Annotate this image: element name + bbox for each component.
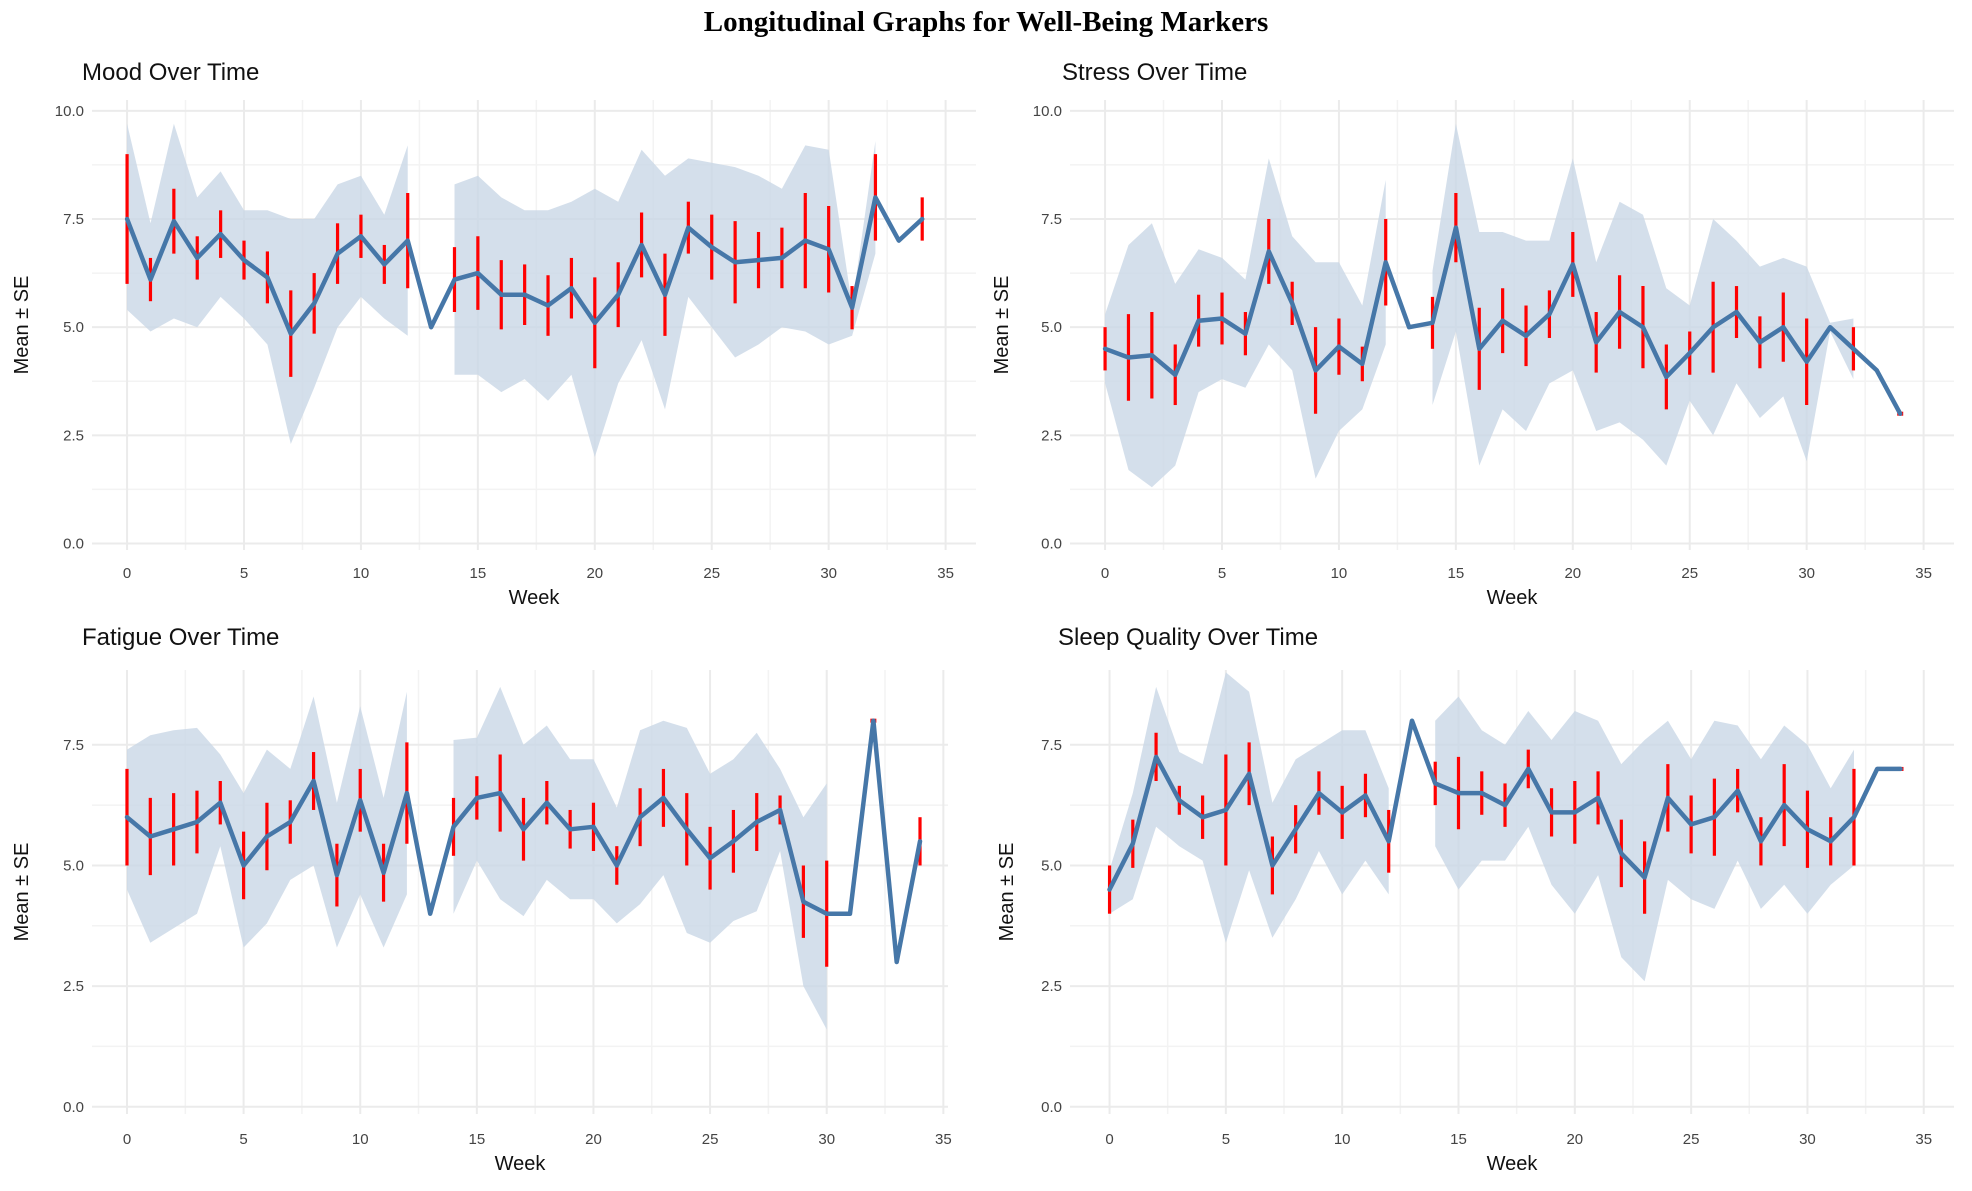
x-axis-label: Week [1487, 1153, 1539, 1175]
x-tick-label: 30 [820, 565, 837, 582]
x-tick-label: 25 [703, 565, 720, 582]
y-axis-label: Mean ± SE [996, 843, 1018, 942]
x-tick-label: 10 [1334, 1131, 1351, 1148]
y-tick-label: 10.0 [1033, 103, 1062, 120]
x-tick-label: 0 [123, 1131, 131, 1148]
x-tick-label: 0 [123, 565, 131, 582]
chart-panel-mood: Mood Over Time 0 5 10 15 20 25 30 35 0.0 2.5 5.0 7.5… [11, 59, 976, 609]
x-tick-label: 10 [352, 1131, 369, 1148]
x-tick-label: 35 [1915, 1131, 1932, 1148]
y-tick-label: 2.5 [1041, 978, 1062, 995]
x-axis-label: Week [495, 1153, 547, 1175]
x-tick-label: 15 [1450, 1131, 1467, 1148]
y-tick-label: 7.5 [1041, 737, 1062, 754]
x-axis-label: Week [1487, 587, 1539, 609]
panel-title: Mood Over Time [82, 59, 259, 86]
y-tick-label: 0.0 [1041, 1099, 1062, 1116]
y-tick-label: 7.5 [63, 737, 84, 754]
x-tick-label: 25 [1681, 565, 1698, 582]
panel-title: Fatigue Over Time [82, 624, 279, 651]
y-tick-label: 0.0 [1041, 536, 1062, 553]
x-tick-label: 10 [353, 565, 370, 582]
ribbon-band [1105, 123, 1854, 488]
y-axis-label: Mean ± SE [11, 843, 33, 942]
y-tick-label: 5.0 [1041, 857, 1062, 874]
y-tick-label: 5.0 [1041, 319, 1062, 336]
mean-line [1102, 225, 1903, 416]
x-tick-label: 30 [1798, 565, 1815, 582]
y-tick-label: 5.0 [63, 319, 84, 336]
x-tick-label: 30 [818, 1131, 835, 1148]
x-tick-label: 25 [702, 1131, 719, 1148]
x-tick-label: 15 [1448, 565, 1465, 582]
panel-title: Sleep Quality Over Time [1058, 624, 1318, 651]
chart-panel-stress: Stress Over Time 0 5 10 15 20 25 30 35 0.0 2.5 5.0 7… [991, 59, 1954, 609]
x-tick-label: 5 [1222, 1131, 1230, 1148]
x-tick-label: 30 [1799, 1131, 1816, 1148]
x-tick-label: 20 [1566, 1131, 1583, 1148]
y-tick-label: 0.0 [63, 1099, 84, 1116]
mean-line [124, 195, 925, 336]
mean-line [124, 718, 923, 965]
x-tick-label: 0 [1105, 1131, 1113, 1148]
chart-panel-sleep-quality: Sleep Quality Over Time 0 5 10 15 20 25 30 35 0.0… [996, 624, 1954, 1175]
panel-title: Stress Over Time [1062, 59, 1247, 86]
chart-panel-fatigue: Fatigue Over Time 0 5 10 15 20 25 30 35 0.0 2.5 5.0… [11, 624, 952, 1175]
ribbon-band-segment [453, 686, 827, 1030]
ribbon-band-segment [1109, 672, 1389, 943]
x-tick-label: 10 [1331, 565, 1348, 582]
x-tick-label: 35 [937, 565, 954, 582]
x-tick-label: 15 [469, 1131, 486, 1148]
x-tick-label: 15 [470, 565, 487, 582]
x-tick-label: 5 [240, 565, 248, 582]
x-tick-label: 20 [586, 565, 603, 582]
mean-line [1107, 718, 1903, 892]
y-tick-label: 10.0 [55, 103, 84, 120]
x-tick-label: 35 [935, 1131, 952, 1148]
x-tick-label: 20 [585, 1131, 602, 1148]
main-title: Longitudinal Graphs for Well-Being Marke… [703, 6, 1269, 38]
y-tick-label: 7.5 [1041, 211, 1062, 228]
x-axis-label: Week [509, 587, 561, 609]
ribbon-band-segment [1435, 696, 1854, 982]
y-tick-label: 7.5 [63, 211, 84, 228]
y-tick-label: 2.5 [1041, 427, 1062, 444]
y-tick-label: 5.0 [63, 857, 84, 874]
x-tick-label: 5 [239, 1131, 247, 1148]
x-tick-label: 20 [1564, 565, 1581, 582]
x-tick-label: 35 [1915, 565, 1932, 582]
ribbon-band [1109, 672, 1854, 982]
y-tick-label: 2.5 [63, 427, 84, 444]
y-axis-label: Mean ± SE [991, 276, 1013, 375]
x-tick-label: 0 [1101, 565, 1109, 582]
y-tick-label: 0.0 [63, 536, 84, 553]
y-tick-label: 2.5 [63, 978, 84, 995]
x-tick-label: 5 [1218, 565, 1226, 582]
x-tick-label: 25 [1683, 1131, 1700, 1148]
y-axis-label: Mean ± SE [11, 276, 33, 375]
